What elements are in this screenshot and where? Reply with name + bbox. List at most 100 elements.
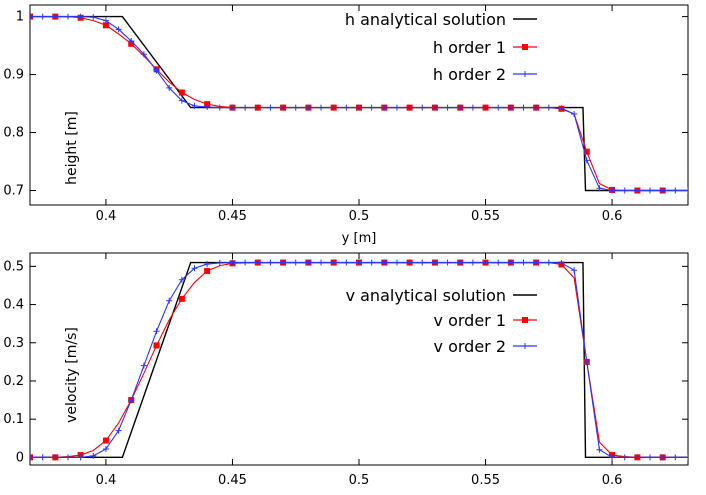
data-point [444,259,451,266]
x-axis-label: y [m] [342,231,377,246]
data-point [204,261,211,268]
data-point [242,104,249,111]
x-tick-label: 0.4 [96,473,117,488]
y-tick-label: 0.7 [3,184,24,199]
y-tick-label: 0.9 [3,68,24,83]
data-point [356,104,362,111]
data-point [672,187,679,194]
data-point [39,13,46,20]
y-tick-label: 0.4 [3,298,24,313]
data-point [90,14,97,21]
data-point [153,67,160,74]
data-point [343,104,350,111]
y-tick-label: 0.3 [3,336,24,351]
data-point [583,157,590,164]
data-point [685,187,688,194]
data-point [280,104,287,111]
legend: h analytical solution h order 1 h order 2 [345,10,537,84]
data-point [102,22,109,29]
data-point [571,110,578,117]
x-tick-label: 0.5 [349,209,370,224]
legend-label: h order 2 [433,65,506,84]
data-point [596,185,603,192]
data-point [305,104,312,111]
data-point [330,104,337,111]
data-point [431,104,438,111]
legend-swatch-marker [522,317,528,323]
data-point [102,17,109,24]
data-point [609,187,616,194]
data-point [685,454,688,461]
data-point [330,259,337,266]
y-tick-label: 0 [16,450,24,465]
legend-swatch-marker [522,71,528,77]
data-point [558,105,565,112]
data-point [254,259,261,266]
legend-swatch-marker [522,44,528,50]
data-point [545,104,552,111]
data-point [583,148,590,155]
data-point [520,259,527,266]
data-point [444,104,451,111]
x-tick-label: 0.45 [218,473,247,488]
data-point [39,454,46,461]
data-point [621,187,628,194]
data-point [356,259,362,266]
data-point [229,259,236,266]
y-axis-label: velocity [m/s] [64,327,80,423]
y-tick-label: 1 [16,10,24,25]
data-point [672,454,679,461]
plot-area [30,259,688,461]
y-tick-label: 0.1 [3,412,24,427]
data-point [178,276,185,283]
data-point [153,342,160,349]
data-point [621,454,628,461]
data-point [609,454,616,461]
data-point [533,259,540,266]
data-point [495,104,502,111]
data-point [178,295,185,302]
data-point [495,259,502,266]
data-point [216,104,223,111]
data-point [368,104,375,111]
data-point [153,328,160,335]
legend-label: h analytical solution [345,10,506,29]
series-2 [30,13,688,194]
data-point [204,267,211,274]
data-point [115,427,122,434]
data-point [77,454,84,461]
legend-label: v order 1 [434,311,506,330]
data-point [254,104,261,111]
data-point [64,454,71,461]
data-point [393,259,400,266]
data-point [292,104,299,111]
data-point [469,104,476,111]
data-point [583,358,590,365]
data-point [77,13,84,20]
data-point [545,259,552,266]
legend-label: v analytical solution [346,286,506,305]
data-point [634,187,641,194]
y-tick-label: 0.8 [3,126,24,141]
legend: v analytical solution v order 1 v order 2 [346,286,537,356]
data-point [507,259,514,266]
data-point [571,267,578,274]
data-point [419,259,426,266]
data-point [191,265,198,272]
data-point [634,454,641,461]
data-point [166,297,173,304]
chart-panel-2: 0.4 0.45 0.5 0.55 0.6 0 0.1 0.2 0.3 0.4 0.5 velocit… [3,252,689,488]
data-point [393,104,400,111]
data-point [343,259,350,266]
x-tick-label: 0.45 [218,209,247,224]
data-point [318,259,325,266]
data-point [533,104,540,111]
data-point [52,13,59,20]
data-point [469,259,476,266]
data-point [140,51,147,58]
data-point [30,454,33,461]
data-point [242,259,249,266]
data-point [178,97,185,104]
x-tick-label: 0.6 [602,209,623,224]
data-point [318,104,325,111]
